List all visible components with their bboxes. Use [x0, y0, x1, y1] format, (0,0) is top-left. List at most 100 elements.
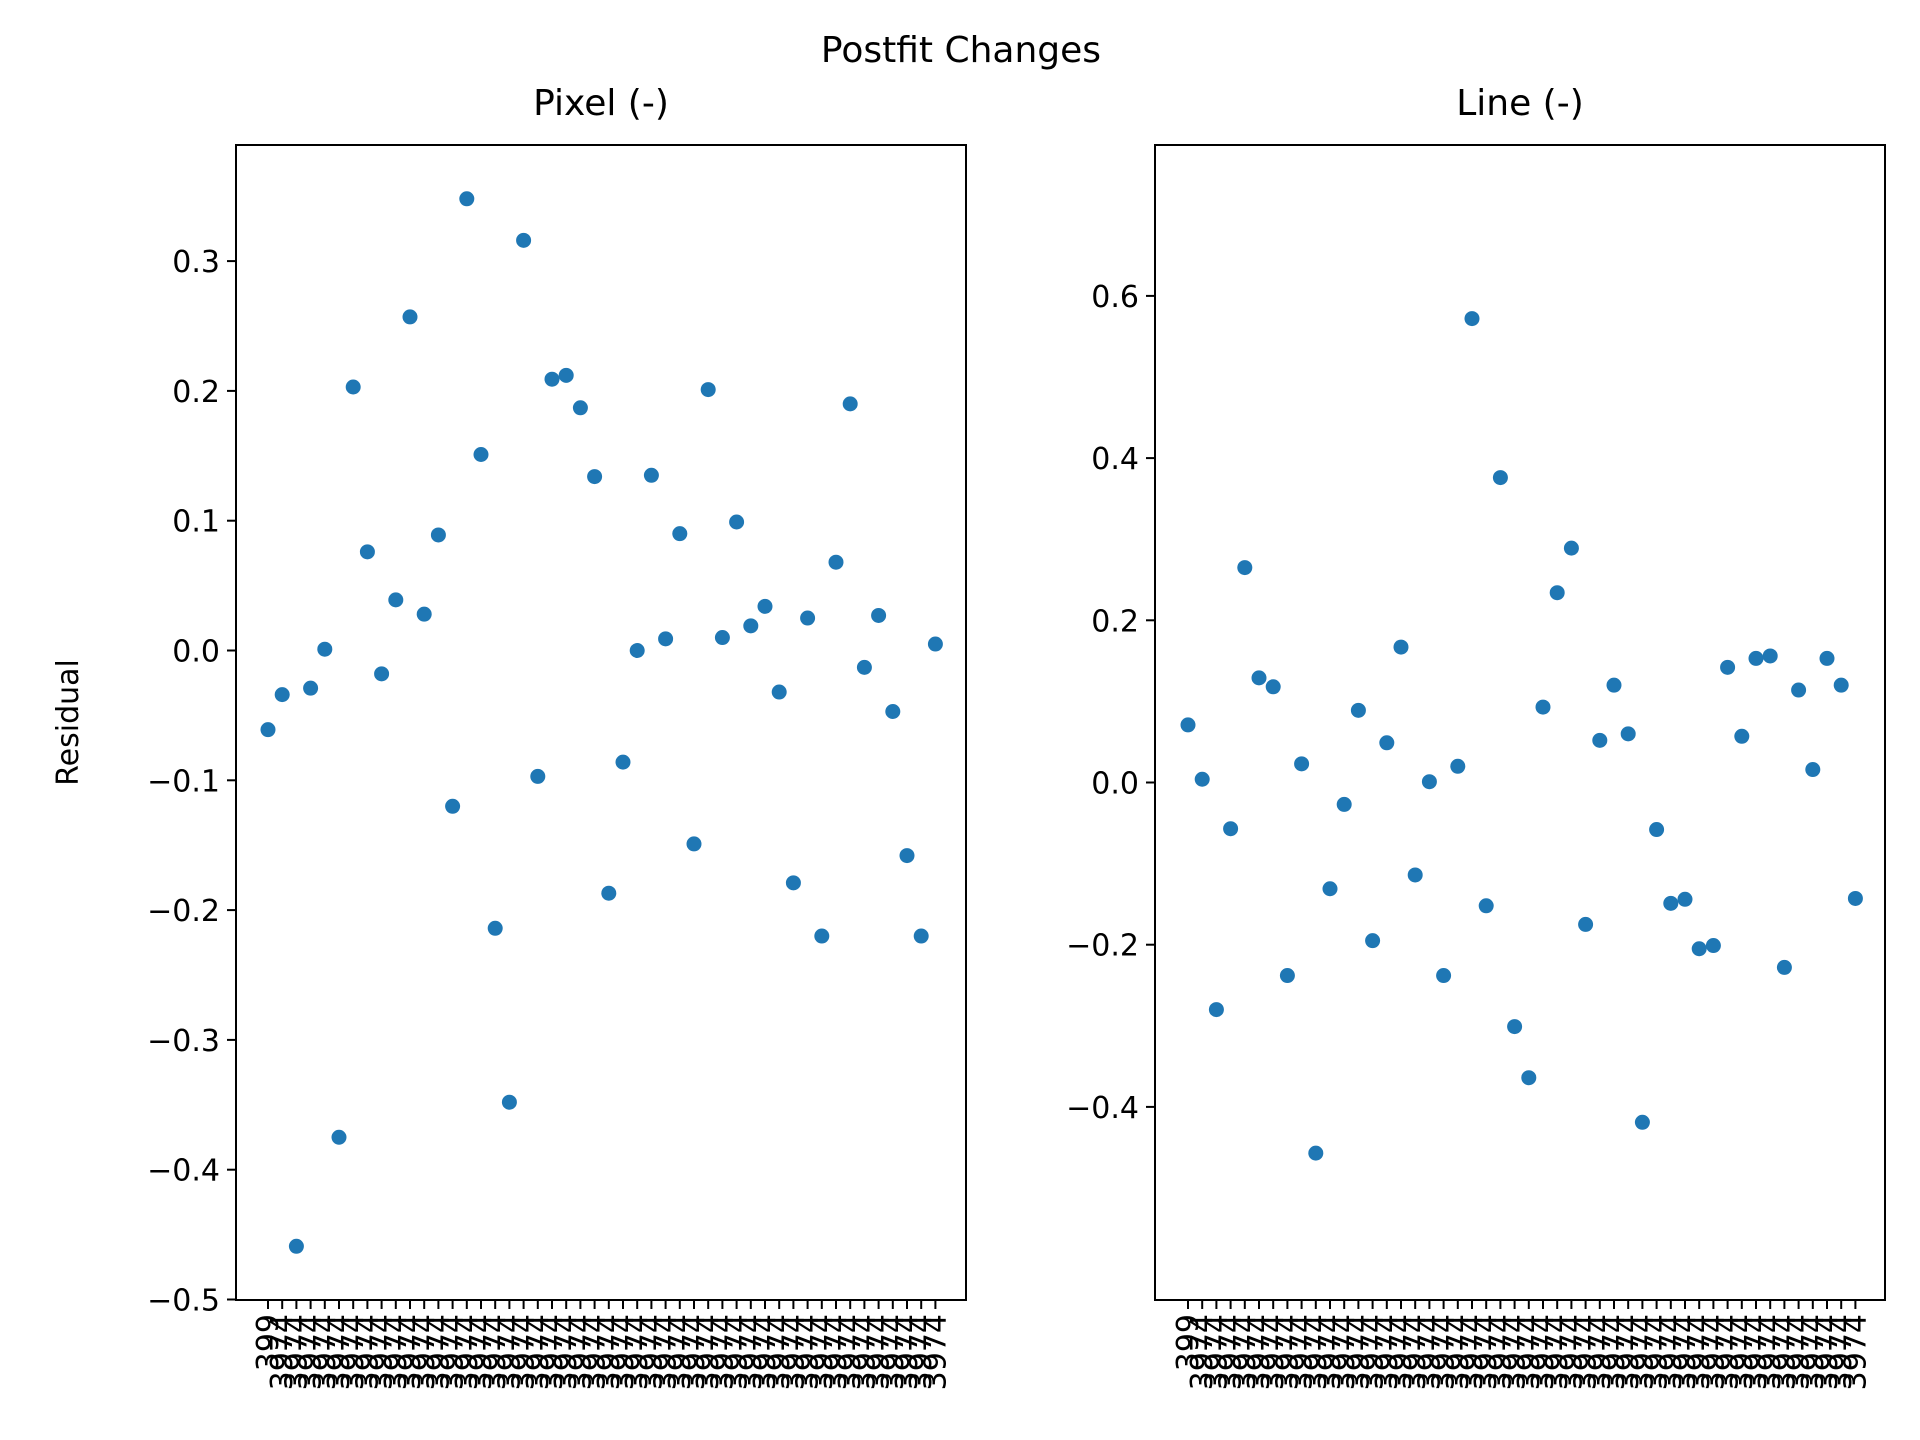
x-tick-label: 3974 — [265, 1314, 300, 1390]
x-tick-label: 3974 — [705, 1314, 740, 1390]
x-tick-label: 3974 — [1455, 1314, 1490, 1390]
data-point — [1791, 682, 1807, 698]
data-point — [1649, 822, 1665, 838]
x-tick-label: 3974 — [862, 1314, 897, 1390]
x-tick-label: 3974 — [578, 1314, 613, 1390]
data-point — [714, 630, 730, 646]
data-point — [615, 754, 631, 770]
x-tick-label: 3974 — [322, 1314, 357, 1390]
x-tick-label: 3974 — [1256, 1314, 1291, 1390]
y-tick-label: −0.4 — [1066, 1091, 1139, 1126]
data-point — [643, 467, 659, 483]
x-tick-label: 3974 — [1611, 1314, 1646, 1390]
data-point — [927, 636, 943, 652]
x-tick-label: 3974 — [1299, 1314, 1334, 1390]
x-tick-label: 3974 — [1469, 1314, 1504, 1390]
x-tick-label: 3974 — [336, 1314, 371, 1390]
y-tick-label: 0.4 — [1091, 442, 1139, 477]
data-point — [416, 606, 432, 622]
data-point — [913, 928, 929, 944]
data-point — [743, 618, 759, 634]
x-tick-label: 3974 — [1313, 1314, 1348, 1390]
data-point — [1265, 679, 1281, 695]
data-point — [260, 722, 276, 738]
x-tick-label: 3974 — [1412, 1314, 1447, 1390]
x-tick-label: 3974 — [1356, 1314, 1391, 1390]
data-point — [1194, 771, 1210, 787]
x-tick-label: 3974 — [1483, 1314, 1518, 1390]
x-tick-label: 3974 — [1782, 1314, 1817, 1390]
data-point — [1720, 659, 1736, 675]
data-point — [1776, 959, 1792, 975]
x-tick-label: 3974 — [805, 1314, 840, 1390]
x-tick-label: 3974 — [1640, 1314, 1675, 1390]
x-tick-label: 3974 — [492, 1314, 527, 1390]
x-tick-label: 3974 — [1427, 1314, 1462, 1390]
data-point — [544, 371, 560, 387]
x-tick-label: 3974 — [1725, 1314, 1760, 1390]
y-tick-label: −0.5 — [147, 1284, 220, 1319]
x-tick-label: 3974 — [563, 1314, 598, 1390]
x-tick-label: 3974 — [1739, 1314, 1774, 1390]
x-tick-label: 3974 — [1441, 1314, 1476, 1390]
x-tick-label: 3974 — [1569, 1314, 1604, 1390]
x-tick-label: 3974 — [464, 1314, 499, 1390]
x-tick-label: 3974 — [819, 1314, 854, 1390]
axes-frame — [1154, 144, 1886, 1301]
data-point — [1578, 916, 1594, 932]
data-point — [729, 514, 745, 530]
data-point — [885, 704, 901, 720]
data-point — [274, 687, 290, 703]
x-tick-label: 3974 — [308, 1314, 343, 1390]
x-tick-label: 3974 — [691, 1314, 726, 1390]
data-point — [1847, 890, 1863, 906]
data-point — [1606, 677, 1622, 693]
y-tick-label: −0.2 — [147, 894, 220, 929]
data-point — [658, 631, 674, 647]
x-tick-label: 3974 — [620, 1314, 655, 1390]
y-tick-label: −0.4 — [147, 1154, 220, 1189]
data-point — [1350, 702, 1366, 718]
data-point — [1833, 677, 1849, 693]
x-tick-label: 3974 — [1214, 1314, 1249, 1390]
x-tick-label: 3974 — [904, 1314, 939, 1390]
data-point — [558, 367, 574, 383]
data-point — [1436, 968, 1452, 984]
x-tick-label: 3974 — [1767, 1314, 1802, 1390]
data-point — [430, 527, 446, 543]
x-tick-label: 3974 — [379, 1314, 414, 1390]
data-point — [757, 598, 773, 614]
data-point — [899, 848, 915, 864]
x-tick-label: 3974 — [677, 1314, 712, 1390]
x-tick-label: 3974 — [1384, 1314, 1419, 1390]
x-tick-label: 3974 — [450, 1314, 485, 1390]
data-point — [1705, 938, 1721, 954]
data-point — [1208, 1002, 1224, 1018]
y-tick-label: −0.3 — [147, 1024, 220, 1059]
x-tick-label: 3974 — [1526, 1314, 1561, 1390]
data-point — [587, 469, 603, 485]
x-tick-label: 3974 — [1498, 1314, 1533, 1390]
data-point — [359, 544, 375, 560]
x-tick-label: 3974 — [1625, 1314, 1660, 1390]
x-tick-label: 3974 — [1554, 1314, 1589, 1390]
data-point — [1549, 585, 1565, 601]
x-tick-label: 3974 — [1810, 1314, 1845, 1390]
data-point — [1507, 1019, 1523, 1035]
x-tick-label: 3974 — [507, 1314, 542, 1390]
data-point — [1734, 728, 1750, 744]
x-tick-label: 3974 — [918, 1314, 953, 1390]
x-tick-label: 3974 — [436, 1314, 471, 1390]
x-tick-label: 3974 — [876, 1314, 911, 1390]
x-tick-label: 3974 — [365, 1314, 400, 1390]
y-tick-label: 0.1 — [172, 505, 220, 540]
data-point — [1819, 650, 1835, 666]
x-tick-label: 3974 — [663, 1314, 698, 1390]
x-tick-label: 3974 — [890, 1314, 925, 1390]
data-point — [1492, 470, 1508, 486]
data-point — [1237, 560, 1253, 576]
x-tick-label: 3974 — [1597, 1314, 1632, 1390]
x-tick-label: 3974 — [350, 1314, 385, 1390]
